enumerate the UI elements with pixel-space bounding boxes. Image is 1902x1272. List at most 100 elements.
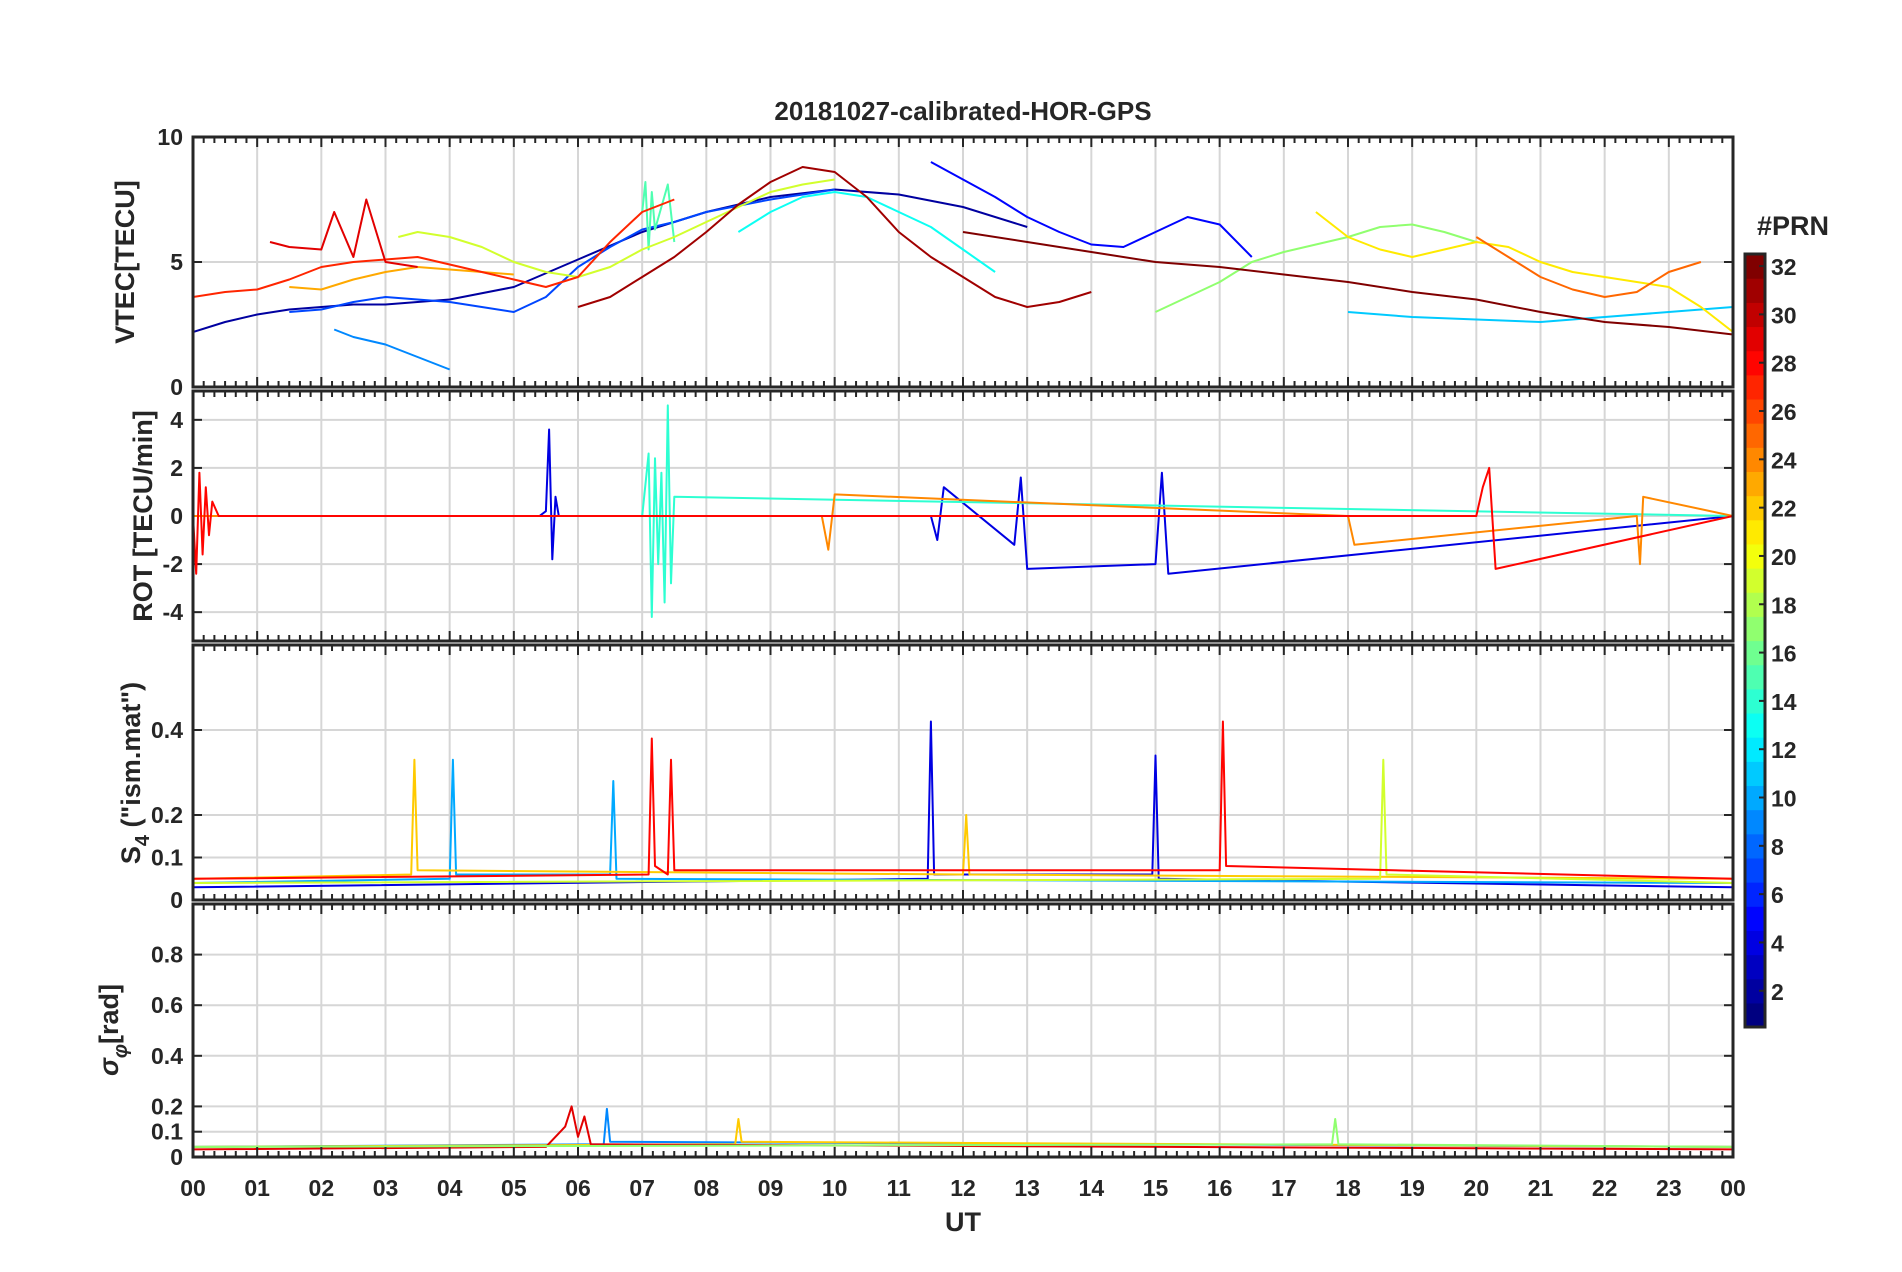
colorbar-tick-label: 20 — [1771, 544, 1797, 570]
colorbar-segment — [1745, 954, 1765, 980]
x-tick-label: 08 — [694, 1175, 720, 1201]
colorbar-segment — [1745, 664, 1765, 690]
colorbar-tick-label: 30 — [1771, 302, 1797, 328]
x-tick-label: 04 — [437, 1175, 463, 1201]
colorbar-tick-label: 16 — [1771, 641, 1797, 667]
series-line-prn-25 — [1475, 236, 1702, 298]
colorbar-segment — [1745, 254, 1765, 279]
series-line-prn-19 — [398, 178, 835, 278]
colorbar-tick-label: 8 — [1771, 834, 1784, 860]
colorbar-segment — [1745, 785, 1765, 811]
series-group-vtec — [193, 161, 1733, 371]
y-axis-label-sigma-main: σ — [94, 1057, 124, 1076]
colorbar-segment — [1745, 616, 1765, 642]
series-line-prn-2 — [193, 188, 1028, 333]
y-tick-label: 0.1 — [151, 845, 183, 871]
y-tick-label: 0 — [170, 887, 183, 913]
series-line-prn-28 — [193, 720, 1733, 880]
series-line-prn-11 — [1347, 306, 1733, 323]
y-tick-label: -2 — [163, 551, 183, 577]
x-tick-label: 03 — [373, 1175, 399, 1201]
colorbar-segment — [1745, 833, 1765, 859]
series-line-prn-17 — [1155, 223, 1477, 313]
colorbar-segment — [1745, 278, 1765, 303]
colorbar-tick-label: 2 — [1771, 979, 1784, 1005]
x-axis: 00 01 02 03 04 05 06 07 08 09 10 11 12 13 14 15 16 17 18 19… — [180, 1175, 1746, 1201]
panel-sigma-phi: σφ[rad] 00.10.2 0.4 0.6 0.8 — [94, 902, 1735, 1170]
series-line-prn-4 — [193, 428, 1733, 575]
colorbar-segment — [1745, 809, 1765, 835]
colorbar-segment — [1745, 423, 1765, 448]
colorbar-tick-label: 28 — [1771, 351, 1797, 377]
x-tick-label: 12 — [950, 1175, 976, 1201]
colorbar-tick-label: 24 — [1771, 447, 1797, 473]
colorbar-tick-label: 32 — [1771, 254, 1797, 280]
x-tick-label: 05 — [501, 1175, 527, 1201]
y-tick-label: 0.2 — [151, 1093, 183, 1119]
y-axis-label-vtec: VTEC[TECU] — [110, 180, 140, 344]
x-tick-label: 22 — [1592, 1175, 1618, 1201]
series-line-prn-28 — [193, 466, 1733, 575]
x-tick-label: 07 — [629, 1175, 655, 1201]
y-axis-label-sigma-rest: [rad] — [94, 984, 124, 1044]
colorbar-segment — [1745, 906, 1765, 931]
x-tick-label: 00 — [180, 1175, 206, 1201]
colorbar-tick-label: 14 — [1771, 689, 1797, 715]
y-axis-label-sigma-sub: φ — [110, 1044, 132, 1058]
colorbar-segment — [1745, 978, 1765, 1004]
y-tick-label: 0 — [170, 503, 183, 529]
y-axis-label-rot: ROT [TECU/min] — [128, 410, 158, 621]
colorbar-segment — [1745, 1002, 1765, 1028]
colorbar-segment — [1745, 471, 1765, 497]
colorbar-tick-label: 26 — [1771, 399, 1797, 425]
colorbar-segment — [1745, 374, 1765, 400]
colorbar-segment — [1745, 737, 1765, 762]
y-axis-label-s4-sub: 4 — [132, 834, 154, 846]
y-tick-label: -4 — [163, 599, 184, 625]
series-line-prn-22 — [193, 758, 1733, 880]
series-line-prn-5 — [930, 161, 1253, 258]
series-line-prn-15 — [641, 181, 676, 251]
series-line-prn-27 — [193, 198, 675, 298]
colorbar-segment — [1745, 857, 1765, 883]
y-tick-label: 0.4 — [151, 1043, 183, 1069]
y-tick-label: 10 — [157, 124, 183, 150]
x-tick-label: 20 — [1464, 1175, 1490, 1201]
y-axis-label-s4-main: S — [116, 846, 146, 864]
y-tick-label: 0.8 — [151, 942, 183, 968]
x-tick-label: 21 — [1528, 1175, 1554, 1201]
x-tick-label: 02 — [309, 1175, 335, 1201]
series-group-s4 — [193, 720, 1733, 889]
colorbar-tick-label: 12 — [1771, 737, 1797, 763]
y-tick-label: 2 — [170, 455, 183, 481]
colorbar-segment — [1745, 592, 1765, 617]
colorbar-segment — [1745, 519, 1765, 545]
colorbar-tick-label: 6 — [1771, 882, 1784, 908]
x-tick-label: 11 — [887, 1175, 912, 1201]
y-tick-label: 0 — [170, 1144, 183, 1170]
series-line-prn-17 — [193, 1118, 1733, 1148]
colorbar-segment — [1745, 447, 1765, 473]
y-tick-label: 0.4 — [151, 717, 183, 743]
colorbar-segment — [1745, 302, 1765, 328]
series-line-prn-7 — [289, 188, 835, 313]
colorbar-frame — [1743, 252, 1767, 1029]
y-tick-label: 0.1 — [151, 1119, 183, 1145]
x-tick-label: 18 — [1335, 1175, 1361, 1201]
series-line-prn-29 — [193, 1105, 1733, 1151]
chart-title: 20181027-calibrated-HOR-GPS — [774, 96, 1151, 126]
colorbar-segment — [1745, 326, 1765, 352]
colorbar-segment — [1745, 495, 1765, 521]
y-tick-label: 0.2 — [151, 802, 183, 828]
x-axis-label: UT — [945, 1207, 981, 1237]
x-tick-label: 19 — [1399, 1175, 1425, 1201]
y-axis-label-s4: S4 ("ism.mat") — [116, 682, 154, 864]
series-line-prn-14 — [193, 404, 1733, 618]
x-tick-label: 09 — [758, 1175, 784, 1201]
y-tick-label: 0 — [170, 374, 183, 400]
colorbar-segment — [1745, 930, 1765, 956]
colorbar-segment — [1745, 350, 1765, 376]
y-tick-label: 4 — [170, 407, 183, 433]
colorbar-tick-label: 10 — [1771, 786, 1797, 812]
series-line-prn-32 — [962, 231, 1733, 336]
